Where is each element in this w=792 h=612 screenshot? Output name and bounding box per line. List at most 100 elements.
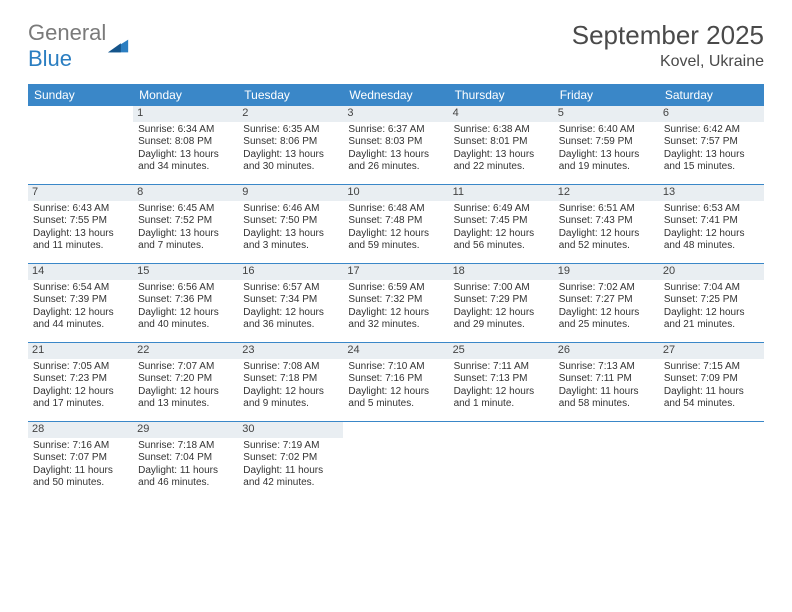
day-number: 1 <box>133 106 238 122</box>
daylight-text: Daylight: 12 hours and 40 minutes. <box>138 307 233 332</box>
location-label: Kovel, Ukraine <box>572 53 764 71</box>
daylight-text: Daylight: 12 hours and 5 minutes. <box>348 386 443 411</box>
sunrise-text: Sunrise: 7:07 AM <box>138 361 233 374</box>
day-number: 29 <box>133 422 238 438</box>
sunrise-text: Sunrise: 7:15 AM <box>664 361 759 374</box>
sunset-text: Sunset: 7:02 PM <box>243 452 338 465</box>
logo-triangle-icon <box>108 37 130 55</box>
calendar-cell: 3Sunrise: 6:37 AMSunset: 8:03 PMDaylight… <box>343 106 448 184</box>
sunrise-text: Sunrise: 6:38 AM <box>454 124 549 137</box>
day-number: 4 <box>449 106 554 122</box>
sunset-text: Sunset: 7:27 PM <box>559 294 654 307</box>
day-number: 8 <box>133 185 238 201</box>
calendar-cell: 17Sunrise: 6:59 AMSunset: 7:32 PMDayligh… <box>343 264 448 342</box>
calendar-cell-empty <box>659 422 764 500</box>
day-header: Thursday <box>449 84 554 106</box>
sunset-text: Sunset: 7:43 PM <box>559 215 654 228</box>
sunset-text: Sunset: 7:45 PM <box>454 215 549 228</box>
daylight-text: Daylight: 12 hours and 56 minutes. <box>454 228 549 253</box>
day-number: 10 <box>343 185 448 201</box>
calendar-cell: 29Sunrise: 7:18 AMSunset: 7:04 PMDayligh… <box>133 422 238 500</box>
sunset-text: Sunset: 7:39 PM <box>33 294 128 307</box>
calendar-cell: 4Sunrise: 6:38 AMSunset: 8:01 PMDaylight… <box>449 106 554 184</box>
sunset-text: Sunset: 7:18 PM <box>243 373 338 386</box>
calendar-cell: 25Sunrise: 7:11 AMSunset: 7:13 PMDayligh… <box>449 343 554 421</box>
sunset-text: Sunset: 7:04 PM <box>138 452 233 465</box>
calendar: SundayMondayTuesdayWednesdayThursdayFrid… <box>28 84 764 500</box>
day-number: 22 <box>133 343 238 359</box>
calendar-cell: 14Sunrise: 6:54 AMSunset: 7:39 PMDayligh… <box>28 264 133 342</box>
logo-text-block: General Blue <box>28 20 106 72</box>
daylight-text: Daylight: 12 hours and 1 minute. <box>454 386 549 411</box>
sunrise-text: Sunrise: 7:05 AM <box>33 361 128 374</box>
day-number: 24 <box>343 343 448 359</box>
title-block: September 2025 Kovel, Ukraine <box>572 20 764 71</box>
sunrise-text: Sunrise: 6:48 AM <box>348 203 443 216</box>
daylight-text: Daylight: 13 hours and 34 minutes. <box>138 149 233 174</box>
week-row: 21Sunrise: 7:05 AMSunset: 7:23 PMDayligh… <box>28 343 764 422</box>
sunset-text: Sunset: 7:36 PM <box>138 294 233 307</box>
logo-text-general: General <box>28 20 106 45</box>
calendar-cell: 18 Sunrise: 7:00 AMSunset: 7:29 PMDayligh… <box>449 264 554 342</box>
daylight-text: Daylight: 12 hours and 48 minutes. <box>664 228 759 253</box>
daylight-text: Daylight: 12 hours and 13 minutes. <box>138 386 233 411</box>
calendar-cell: 2Sunrise: 6:35 AMSunset: 8:06 PMDaylight… <box>238 106 343 184</box>
sunset-text: Sunset: 7:32 PM <box>348 294 443 307</box>
day-header-row: SundayMondayTuesdayWednesdayThursdayFrid… <box>28 84 764 106</box>
calendar-cell: 20Sunrise: 7:04 AMSunset: 7:25 PMDayligh… <box>659 264 764 342</box>
day-number: 15 <box>133 264 238 280</box>
sunset-text: Sunset: 7:59 PM <box>559 136 654 149</box>
daylight-text: Daylight: 12 hours and 44 minutes. <box>33 307 128 332</box>
calendar-cell: 5Sunrise: 6:40 AMSunset: 7:59 PMDaylight… <box>554 106 659 184</box>
daylight-text: Daylight: 13 hours and 11 minutes. <box>33 228 128 253</box>
sunrise-text: Sunrise: 7:16 AM <box>33 440 128 453</box>
daylight-text: Daylight: 13 hours and 19 minutes. <box>559 149 654 174</box>
day-number: 14 <box>28 264 133 280</box>
daylight-text: Daylight: 11 hours and 54 minutes. <box>664 386 759 411</box>
month-title: September 2025 <box>572 20 764 51</box>
day-number: 11 <box>449 185 554 201</box>
day-number: 18 <box>449 264 554 280</box>
daylight-text: Daylight: 13 hours and 15 minutes. <box>664 149 759 174</box>
calendar-cell: 13Sunrise: 6:53 AMSunset: 7:41 PMDayligh… <box>659 185 764 263</box>
week-row: 14Sunrise: 6:54 AMSunset: 7:39 PMDayligh… <box>28 264 764 343</box>
sunrise-text: Sunrise: 6:51 AM <box>559 203 654 216</box>
day-number: 17 <box>343 264 448 280</box>
calendar-cell: 12Sunrise: 6:51 AMSunset: 7:43 PMDayligh… <box>554 185 659 263</box>
sunset-text: Sunset: 7:52 PM <box>138 215 233 228</box>
sunrise-text: Sunrise: 7:18 AM <box>138 440 233 453</box>
logo: General Blue <box>28 20 130 72</box>
calendar-cell: 15Sunrise: 6:56 AMSunset: 7:36 PMDayligh… <box>133 264 238 342</box>
sunset-text: Sunset: 7:29 PM <box>454 294 549 307</box>
sunrise-text: Sunrise: 7:00 AM <box>454 282 549 295</box>
daylight-text: Daylight: 13 hours and 30 minutes. <box>243 149 338 174</box>
sunrise-text: Sunrise: 6:59 AM <box>348 282 443 295</box>
day-number: 3 <box>343 106 448 122</box>
sunset-text: Sunset: 7:11 PM <box>559 373 654 386</box>
calendar-cell: 8Sunrise: 6:45 AMSunset: 7:52 PMDaylight… <box>133 185 238 263</box>
day-number: 9 <box>238 185 343 201</box>
sunrise-text: Sunrise: 7:08 AM <box>243 361 338 374</box>
calendar-cell: 30Sunrise: 7:19 AMSunset: 7:02 PMDayligh… <box>238 422 343 500</box>
daylight-text: Daylight: 12 hours and 52 minutes. <box>559 228 654 253</box>
sunset-text: Sunset: 7:20 PM <box>138 373 233 386</box>
sunrise-text: Sunrise: 6:37 AM <box>348 124 443 137</box>
sunrise-text: Sunrise: 6:46 AM <box>243 203 338 216</box>
day-number: 20 <box>659 264 764 280</box>
calendar-cell-empty <box>554 422 659 500</box>
sunrise-text: Sunrise: 6:57 AM <box>243 282 338 295</box>
daylight-text: Daylight: 13 hours and 22 minutes. <box>454 149 549 174</box>
calendar-cell: 26Sunrise: 7:13 AMSunset: 7:11 PMDayligh… <box>554 343 659 421</box>
daylight-text: Daylight: 12 hours and 29 minutes. <box>454 307 549 332</box>
daylight-text: Daylight: 11 hours and 50 minutes. <box>33 465 128 490</box>
day-header: Friday <box>554 84 659 106</box>
sunset-text: Sunset: 7:25 PM <box>664 294 759 307</box>
sunrise-text: Sunrise: 7:02 AM <box>559 282 654 295</box>
sunset-text: Sunset: 7:34 PM <box>243 294 338 307</box>
calendar-cell: 24Sunrise: 7:10 AMSunset: 7:16 PMDayligh… <box>343 343 448 421</box>
daylight-text: Daylight: 12 hours and 25 minutes. <box>559 307 654 332</box>
sunset-text: Sunset: 7:50 PM <box>243 215 338 228</box>
sunset-text: Sunset: 7:09 PM <box>664 373 759 386</box>
day-header: Saturday <box>659 84 764 106</box>
calendar-cell: 23Sunrise: 7:08 AMSunset: 7:18 PMDayligh… <box>238 343 343 421</box>
